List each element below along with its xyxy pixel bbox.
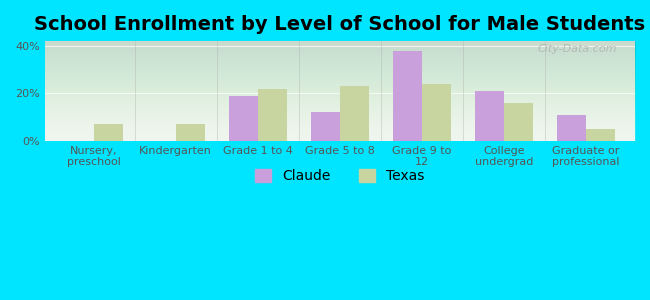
Bar (176, 124, 205, 141)
Bar (393, 51, 422, 141)
Bar (422, 84, 450, 141)
Bar (557, 115, 586, 141)
Legend: Claude, Texas: Claude, Texas (249, 164, 430, 189)
Text: City-Data.com: City-Data.com (538, 44, 618, 54)
Bar (229, 96, 258, 141)
Bar (311, 112, 340, 141)
Bar (94, 124, 122, 141)
Bar (475, 91, 504, 141)
Title: School Enrollment by Level of School for Male Students: School Enrollment by Level of School for… (34, 15, 645, 34)
Bar (504, 103, 532, 141)
Bar (258, 88, 287, 141)
Bar (586, 129, 614, 141)
Bar (340, 86, 369, 141)
